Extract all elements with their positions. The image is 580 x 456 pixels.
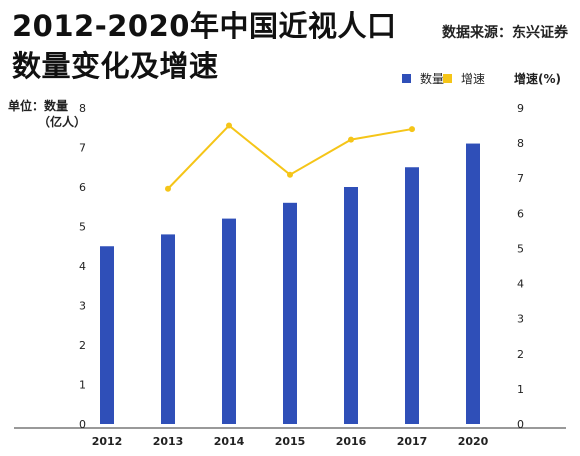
bar-2020 <box>466 143 480 425</box>
bar-2015 <box>283 202 297 424</box>
x-axis-tick-label: 2016 <box>336 435 367 448</box>
x-axis-tick-label: 2013 <box>153 435 184 448</box>
x-axis-tick-label: 2015 <box>275 435 306 448</box>
legend-swatch-count <box>402 74 411 83</box>
left-axis-tick-label: 8 <box>79 102 86 115</box>
left-axis-tick-label: 5 <box>79 221 86 234</box>
chart-title-line2: 数量变化及增速 <box>12 49 219 83</box>
bar-2014 <box>222 218 236 424</box>
legend-label-growth: 增速 <box>461 72 486 86</box>
growth-point-2013 <box>165 185 171 192</box>
right-axis-tick-label: 5 <box>517 242 524 255</box>
right-axis-tick-label: 7 <box>517 172 524 185</box>
growth-point-2017 <box>409 126 415 133</box>
bar-2013 <box>161 234 175 424</box>
left-axis-tick-label: 3 <box>79 300 86 313</box>
right-axis-tick-label: 2 <box>517 348 524 361</box>
growth-point-2016 <box>348 136 354 143</box>
bar-2012 <box>100 246 114 424</box>
right-axis-tick-label: 8 <box>517 137 524 150</box>
left-axis-unit: 单位：数量 （亿人） <box>8 98 86 130</box>
right-axis-tick-label: 6 <box>517 207 524 220</box>
x-axis-tick-label: 2017 <box>397 435 428 448</box>
x-axis-tick-label: 2014 <box>214 435 245 448</box>
growth-point-2014 <box>226 122 232 129</box>
growth-line <box>167 124 413 190</box>
left-axis-unit-line2: （亿人） <box>38 115 87 129</box>
legend-swatch-growth <box>443 74 452 83</box>
left-axis-tick-label: 1 <box>79 379 86 392</box>
left-axis-tick-label: 0 <box>79 418 86 431</box>
left-axis-tick-label: 4 <box>79 260 86 273</box>
x-axis-tick-label: 2012 <box>92 435 123 448</box>
left-axis-unit-line1: 单位：数量 <box>8 99 69 113</box>
left-axis-tick-label: 2 <box>79 339 86 352</box>
legend-item-growth: 增速 <box>443 70 485 87</box>
right-axis-unit: 增速(%) <box>514 72 561 86</box>
right-axis-tick-label: 1 <box>517 383 524 396</box>
left-axis-tick-label: 7 <box>79 142 86 155</box>
legend-item-count: 数量 <box>402 70 444 87</box>
legend-label-count: 数量 <box>420 72 445 86</box>
chart-title-line1: 2012-2020年中国近视人口 <box>12 9 397 43</box>
right-axis-tick-label: 9 <box>517 102 524 115</box>
bar-2016 <box>344 187 358 424</box>
data-source: 数据来源：东兴证券 <box>442 25 568 41</box>
right-axis-tick-label: 3 <box>517 313 524 326</box>
right-axis-tick-label: 4 <box>517 278 524 291</box>
bar-2017 <box>405 167 419 424</box>
x-axis-tick-label: 2020 <box>458 435 489 448</box>
left-axis-tick-label: 6 <box>79 181 86 194</box>
right-axis-tick-label: 0 <box>517 418 524 431</box>
growth-point-2015 <box>287 171 293 178</box>
